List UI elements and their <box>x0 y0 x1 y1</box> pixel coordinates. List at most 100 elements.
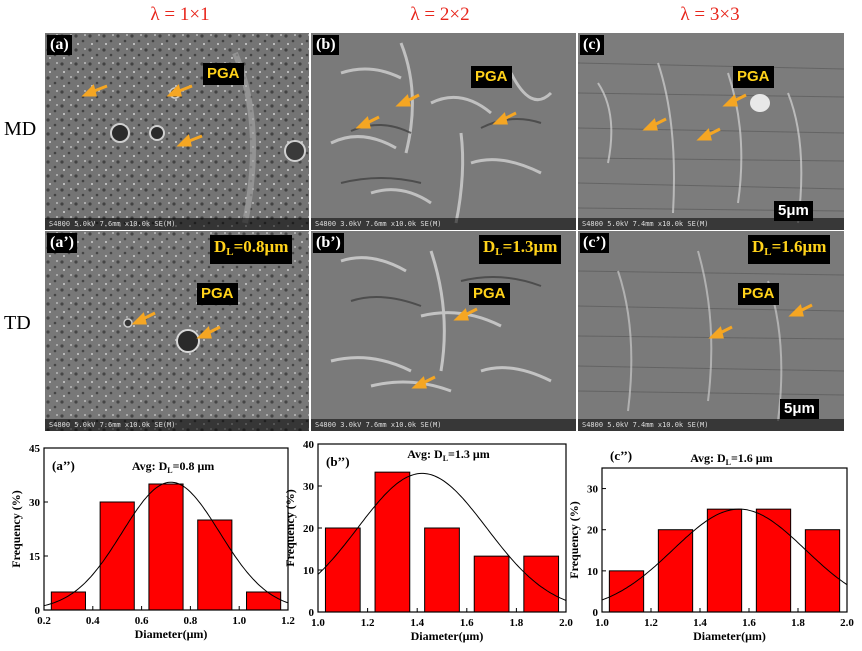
average-annotation: Avg: DL=0.8 μm <box>132 459 214 475</box>
x-tick-label: 1.2 <box>281 615 295 627</box>
pga-label: PGA <box>471 66 512 88</box>
y-tick-label: 20 <box>303 523 315 535</box>
y-tick-label: 30 <box>587 484 599 496</box>
histogram-c: 1.0 1.2 1.4 1.6 1.8 2.0 0 10 20 30 Diameter(μm) Fre… <box>565 436 862 646</box>
x-tick-label: 2.0 <box>840 617 854 629</box>
panel-label: (c) <box>580 35 604 55</box>
plot-frame <box>43 447 289 611</box>
average-diameter-label: DL=1.3μm <box>479 235 562 264</box>
x-tick-label: 1.4 <box>693 617 707 629</box>
x-tick-label: 1.2 <box>644 617 658 629</box>
sem-image-b: (b) PGA S4800 3.0kV 7.6mm x10.0k SE(M) <box>311 33 576 230</box>
x-tick-label: 1.6 <box>742 617 756 629</box>
y-tick-label: 0 <box>309 607 315 619</box>
scale-bar-label: 5μm <box>774 201 813 221</box>
y-tick-label: 0 <box>35 605 41 617</box>
x-tick-label: 0.4 <box>86 615 100 627</box>
average-diameter-label: DL=1.6μm <box>748 235 831 264</box>
sem-info-bar: S4800 5.0kV 7.4mm x10.0k SE(M) <box>578 419 844 431</box>
row-label-md: MD <box>4 118 37 140</box>
y-axis-label: Frequency (%) <box>283 489 297 566</box>
y-tick-label: 20 <box>587 525 599 537</box>
x-axis-label: Diameter(μm) <box>135 627 208 641</box>
panel-label: (a’’) <box>52 458 75 473</box>
x-tick-label: 0.2 <box>37 615 51 627</box>
column-title-1: λ = 1×1 <box>150 4 210 25</box>
sem-image-a: (a) PGA S4800 5.0kV 7.6mm x10.0k SE(M) <box>45 33 309 230</box>
x-axis-label: Diameter(μm) <box>411 629 484 643</box>
x-tick-label: 1.0 <box>232 615 246 627</box>
x-tick-label: 1.2 <box>361 617 375 629</box>
column-title-3: λ = 3×3 <box>680 4 740 25</box>
histogram-bar <box>50 591 86 611</box>
panel-label: (a) <box>47 35 72 55</box>
histogram-bar <box>473 555 510 613</box>
histogram-bar <box>148 483 184 611</box>
pga-label: PGA <box>733 66 774 88</box>
y-tick-label: 15 <box>29 551 41 563</box>
y-tick-label: 0 <box>593 607 599 619</box>
histogram-bar <box>523 555 560 613</box>
x-tick-label: 1.0 <box>311 617 325 629</box>
panel-label: (a’) <box>47 233 77 253</box>
histogram-bar <box>608 570 645 613</box>
pga-label: PGA <box>197 283 238 305</box>
histogram-bar <box>424 527 460 613</box>
histogram-bar <box>197 519 233 611</box>
panel-label: (b’’) <box>326 454 350 469</box>
gaussian-fit-line <box>43 481 289 607</box>
histogram-bar <box>374 471 411 613</box>
row-label-td: TD <box>4 312 31 334</box>
y-tick-label: 30 <box>303 481 315 493</box>
x-tick-label: 1.8 <box>510 617 524 629</box>
scale-bar-label: 5μm <box>780 399 819 419</box>
sem-image-a-prime: (a’) DL=0.8μm PGA S4800 5.0kV 7.6mm x10.… <box>45 231 309 431</box>
sem-info-bar: S4800 5.0kV 7.4mm x10.0k SE(M) <box>578 218 844 230</box>
panel-label: (b) <box>313 35 339 55</box>
pga-label: PGA <box>738 283 779 305</box>
sem-image-b-prime: (b’) DL=1.3μm PGA S4800 3.0kV 7.6mm x10.… <box>311 231 576 431</box>
x-tick-label: 2.0 <box>559 617 573 629</box>
panel-label: (c’’) <box>610 448 632 463</box>
y-tick-label: 30 <box>29 497 41 509</box>
y-axis-label: Frequency (%) <box>567 501 581 578</box>
x-tick-label: 1.8 <box>791 617 805 629</box>
average-annotation: Avg: DL=1.6 μm <box>690 451 772 467</box>
plot-frame <box>601 467 848 613</box>
y-tick-label: 45 <box>29 443 41 455</box>
average-diameter-label: DL=0.8μm <box>210 235 293 264</box>
sem-texture <box>45 33 309 230</box>
x-tick-label: 1.6 <box>460 617 474 629</box>
pga-label: PGA <box>203 63 244 85</box>
x-tick-label: 0.6 <box>135 615 149 627</box>
pga-label: PGA <box>469 283 510 305</box>
histogram-bar <box>99 501 135 611</box>
histogram-bar <box>706 508 743 613</box>
gaussian-fit-line <box>601 508 848 601</box>
sem-info-bar: S4800 3.0kV 7.6mm x10.0k SE(M) <box>311 218 576 230</box>
sem-texture <box>45 231 309 431</box>
sem-info-bar: S4800 5.0kV 7.6mm x10.0k SE(M) <box>45 218 309 230</box>
histogram-bar <box>657 529 694 613</box>
histogram-bar <box>324 527 361 613</box>
x-axis-label: Diameter(μm) <box>693 629 766 643</box>
histogram-bar <box>246 591 282 611</box>
sem-image-c-prime: (c’) DL=1.6μm PGA 5μm S4800 5.0kV 7.4mm … <box>578 231 844 431</box>
y-axis-label: Frequency (%) <box>9 490 23 567</box>
average-annotation: Avg: DL=1.3 μm <box>407 447 489 463</box>
column-title-2: λ = 2×2 <box>410 4 470 25</box>
panel-label: (c’) <box>580 233 610 253</box>
y-tick-label: 10 <box>587 566 599 578</box>
sem-info-bar: S4800 3.0kV 7.6mm x10.0k SE(M) <box>311 419 576 431</box>
sem-info-bar: S4800 5.0kV 7.6mm x10.0k SE(M) <box>45 419 309 431</box>
sem-texture <box>311 231 576 431</box>
y-tick-label: 10 <box>303 565 315 577</box>
x-tick-label: 1.0 <box>595 617 609 629</box>
sem-image-c: (c) PGA 5μm S4800 5.0kV 7.4mm x10.0k SE(… <box>578 33 844 230</box>
sem-texture <box>311 33 576 230</box>
histogram-a: 0.2 0.4 0.6 0.8 1.0 1.2 0 15 30 45 Diameter(μm) Fre… <box>0 436 295 646</box>
panel-label: (b’) <box>313 233 344 253</box>
x-tick-label: 0.8 <box>184 615 198 627</box>
x-tick-label: 1.4 <box>410 617 424 629</box>
histogram-bar <box>804 529 841 613</box>
